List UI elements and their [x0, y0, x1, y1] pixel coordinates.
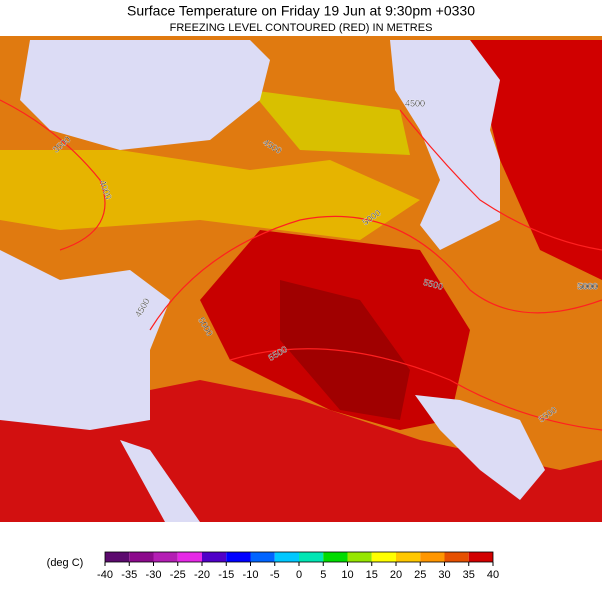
title: Surface Temperature on Friday 19 Jun at …: [127, 3, 475, 19]
colorbar-label: -35: [121, 569, 137, 581]
hot-east: [470, 40, 602, 280]
colorbar-swatch: [468, 552, 493, 562]
colorbar-swatch: [153, 552, 178, 562]
colorbar-swatch: [105, 552, 130, 562]
caspian-sea: [390, 40, 500, 250]
colorbar-swatch: [396, 552, 421, 562]
colorbar-swatch: [323, 552, 348, 562]
colorbar-swatch: [177, 552, 202, 562]
red-sea: [120, 440, 200, 522]
colorbar-label: 15: [366, 569, 378, 581]
persian-gulf: [415, 395, 545, 500]
colorbar-label: -40: [97, 569, 113, 581]
colorbar-swatch: [347, 552, 372, 562]
subtitle: FREEZING LEVEL CONTOURED (RED) IN METRES: [170, 22, 433, 34]
colorbar: -40 -35 -30 -25 -20 -15 -10 -5 0 5 10 15 20 25 30 35 40: [97, 551, 499, 581]
contour-label: 5000: [577, 281, 597, 291]
colorbar-label: 10: [341, 569, 353, 581]
colorbar-label: 40: [487, 569, 499, 581]
colorbar-label: 20: [390, 569, 402, 581]
colorbar-swatch: [226, 552, 251, 562]
colorbar-swatch: [250, 552, 275, 562]
colorbar-label: 30: [438, 569, 450, 581]
hottest-region: [280, 280, 410, 420]
map: 3500400045004500450050005000500055005500…: [0, 36, 602, 522]
colorbar-swatch: [371, 552, 396, 562]
colorbar-swatch: [129, 552, 154, 562]
contour-label: 4500: [405, 98, 425, 108]
contours: [0, 99, 602, 431]
colorbar-label: 0: [296, 569, 302, 581]
colorbar-label: 25: [414, 569, 426, 581]
mediterranean-sea: [0, 250, 170, 430]
colorbar-label: 5: [320, 569, 326, 581]
colorbar-label: 35: [463, 569, 475, 581]
colorbar-label: -15: [218, 569, 234, 581]
caucasus: [250, 90, 410, 155]
colorbar-label: -10: [243, 569, 259, 581]
colorbar-swatch: [274, 552, 299, 562]
colorbar-label: -30: [146, 569, 162, 581]
legend-unit: (deg C): [47, 557, 84, 569]
colorbar-label: -25: [170, 569, 186, 581]
colorbar-swatch: [444, 552, 469, 562]
colorbar-label: -20: [194, 569, 210, 581]
colorbar-swatch: [420, 552, 445, 562]
colorbar-label: -5: [270, 569, 280, 581]
black-sea: [20, 40, 270, 150]
colorbar-swatch: [202, 552, 227, 562]
colorbar-swatch: [299, 552, 324, 562]
contour-label: 5000: [578, 281, 598, 291]
